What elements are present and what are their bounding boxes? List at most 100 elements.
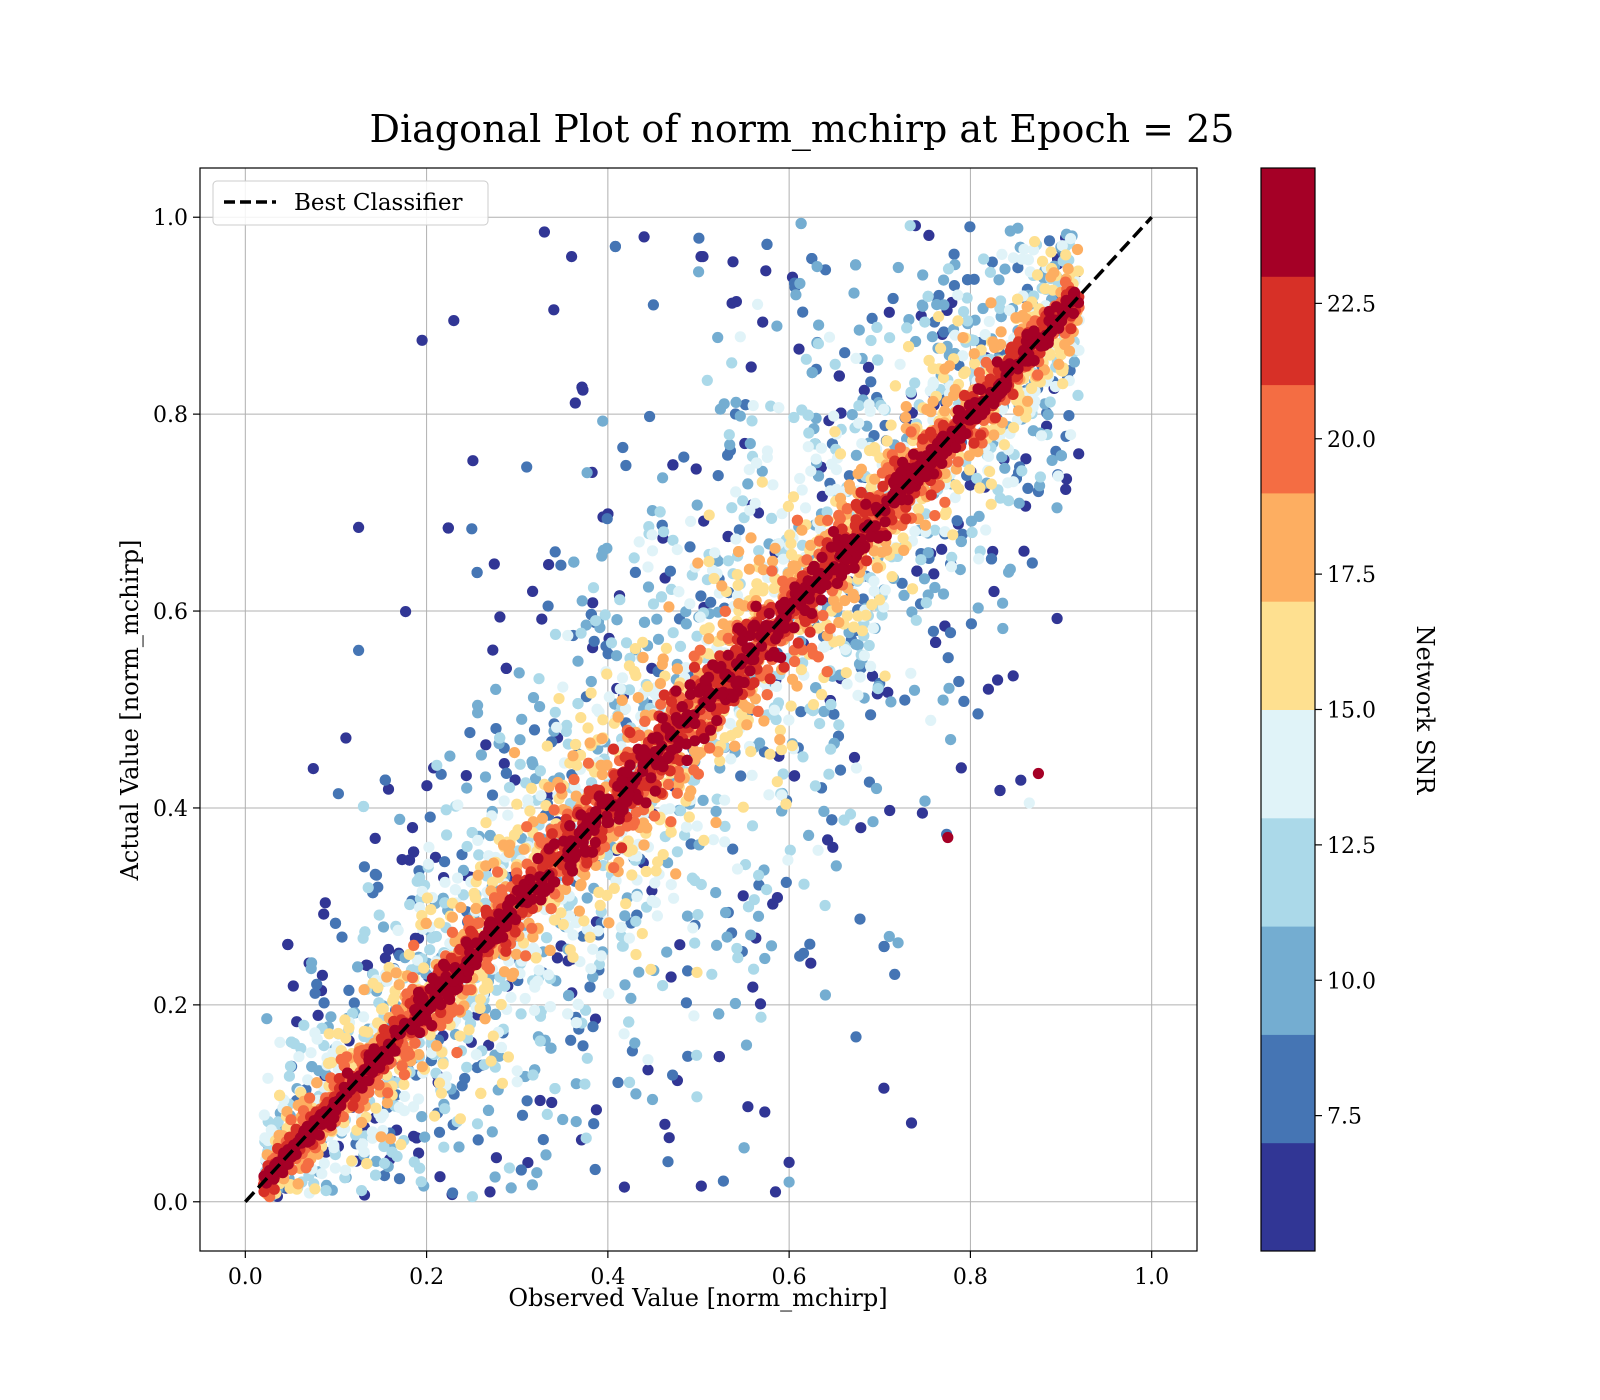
scatter-point: [827, 841, 839, 853]
scatter-point: [1034, 471, 1046, 483]
scatter-point: [688, 1010, 700, 1022]
scatter-point: [759, 1106, 771, 1118]
scatter-point: [777, 768, 789, 780]
scatter-point: [787, 491, 800, 503]
scatter-point: [518, 843, 530, 855]
scatter-point: [737, 495, 749, 507]
scatter-point: [370, 1102, 382, 1114]
scatter-point: [868, 585, 880, 597]
scatter-point: [340, 732, 352, 744]
scatter-point: [498, 966, 511, 978]
scatter-point: [1059, 338, 1071, 351]
scatter-point: [948, 248, 960, 260]
scatter-point: [936, 543, 948, 555]
scatter-point: [615, 921, 627, 934]
scatter-point: [746, 415, 758, 427]
scatter-point: [633, 536, 645, 548]
scatter-point: [508, 829, 521, 841]
scatter-point: [439, 1103, 451, 1115]
scatter-point: [723, 429, 735, 441]
scatter-point: [939, 508, 951, 521]
scatter-point: [735, 770, 747, 782]
scatter-point: [684, 541, 696, 553]
scatter-point: [1007, 670, 1019, 682]
scatter-point: [866, 670, 879, 682]
scatter-point: [420, 917, 432, 930]
scatter-point: [656, 658, 668, 671]
scatter-point: [434, 1171, 446, 1183]
scatter-point: [850, 762, 863, 774]
scatter-point: [850, 449, 863, 461]
scatter-point: [486, 789, 499, 801]
scatter-point: [541, 1108, 553, 1120]
scatter-point: [797, 751, 809, 763]
scatter-point: [694, 611, 706, 623]
scatter-point: [866, 599, 878, 611]
scatter-point: [965, 618, 978, 630]
scatter-point: [584, 931, 596, 943]
scatter-point: [745, 746, 757, 758]
scatter-point: [1022, 482, 1034, 494]
scatter-point: [446, 926, 458, 939]
scatter-point: [382, 783, 395, 795]
scatter-point: [865, 334, 877, 347]
scatter-point: [783, 714, 795, 726]
scatter-point: [710, 816, 722, 829]
scatter-point: [536, 812, 549, 825]
scatter-point: [632, 692, 644, 704]
scatter-point: [733, 598, 745, 610]
scatter-point: [618, 1028, 630, 1040]
scatter-point: [472, 1134, 484, 1146]
scatter-point: [815, 442, 828, 454]
scatter-point: [642, 680, 654, 693]
scatter-point: [421, 892, 433, 904]
scatter-point: [682, 1050, 694, 1062]
scatter-point: [824, 623, 836, 635]
scatter-point: [667, 1069, 679, 1081]
scatter-point: [938, 326, 950, 338]
scatter-point: [662, 1156, 674, 1168]
scatter-point: [958, 306, 970, 318]
scatter-point: [472, 707, 484, 719]
scatter-point: [647, 299, 660, 311]
scatter-point: [484, 829, 496, 842]
scatter-point: [585, 675, 597, 688]
scatter-point: [766, 565, 778, 577]
scatter-point: [395, 1139, 407, 1151]
scatter-point: [854, 913, 866, 925]
scatter-point: [756, 476, 768, 488]
scatter-point: [794, 277, 806, 290]
scatter-point: [906, 583, 919, 595]
scatter-point: [543, 559, 555, 571]
scatter-point: [684, 598, 696, 610]
scatter-point: [974, 482, 986, 494]
scatter-point: [813, 319, 825, 331]
scatter-point: [691, 630, 703, 642]
scatter-point: [807, 699, 820, 711]
scatter-point: [644, 410, 656, 423]
scatter-point: [1012, 405, 1025, 417]
scatter-point: [868, 575, 880, 587]
scatter-point: [996, 451, 1008, 463]
scatter-point: [424, 944, 436, 956]
scatter-point: [307, 763, 319, 775]
scatter-point: [761, 451, 773, 463]
scatter-point: [596, 550, 608, 562]
scatter-point: [939, 496, 951, 508]
scatter-point: [611, 650, 623, 662]
scatter-point: [997, 597, 1009, 609]
scatter-point: [695, 590, 707, 602]
scatter-point: [503, 1162, 515, 1174]
scatter-point: [429, 851, 442, 863]
scatter-point: [480, 817, 492, 829]
scatter-point: [727, 843, 739, 855]
scatter-point: [514, 734, 526, 746]
scatter-point: [563, 989, 575, 1002]
scatter-point: [587, 943, 599, 955]
scatter-point: [470, 902, 482, 915]
scatter-point: [597, 714, 609, 726]
scatter-point: [996, 248, 1008, 260]
scatter-point: [1027, 244, 1040, 256]
scatter-point: [611, 614, 623, 626]
scatter-point: [829, 358, 841, 370]
